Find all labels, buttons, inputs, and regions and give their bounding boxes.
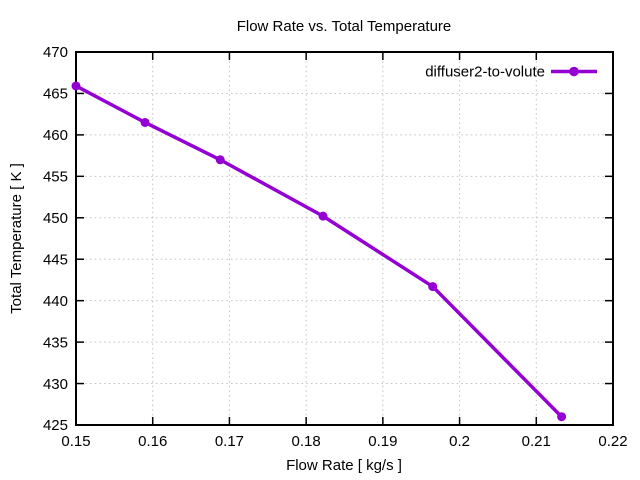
legend-sample-marker-icon (569, 66, 579, 77)
y-tick-labels: 425 430 435 440 445 450 455 460 465 470 (43, 44, 68, 434)
x-tick-label: 0.15 (61, 433, 90, 450)
grid-layer (75, 51, 614, 426)
y-tick-label: 470 (43, 44, 68, 61)
y-tick-label: 450 (43, 210, 68, 227)
data-series-layer (71, 81, 567, 422)
x-tick-label: 0.17 (215, 433, 244, 450)
x-tick-label: 0.21 (522, 433, 551, 450)
x-tick-label: 0.16 (138, 433, 167, 450)
legend-entry-label: diffuser2-to-volute (425, 64, 545, 81)
data-point-marker (215, 155, 225, 165)
data-point-marker (318, 211, 328, 221)
data-point-marker (428, 282, 438, 292)
x-tick-label: 0.18 (292, 433, 321, 450)
x-tick-label: 0.2 (449, 433, 470, 450)
legend: diffuser2-to-volute (425, 64, 597, 81)
y-tick-label: 465 (43, 86, 68, 103)
x-tick-label: 0.22 (598, 433, 627, 450)
x-tick-labels: 0.15 0.16 0.17 0.18 0.19 0.2 0.21 0.22 (61, 433, 627, 450)
chart-title: Flow Rate vs. Total Temperature (237, 18, 452, 35)
plot-border (75, 51, 614, 426)
y-tick-label: 440 (43, 293, 68, 310)
data-point-marker (71, 81, 81, 91)
data-point-marker (557, 412, 567, 422)
y-tick-label: 445 (43, 251, 68, 268)
y-axis-label: Total Temperature [ K ] (8, 163, 25, 314)
y-tick-label: 455 (43, 169, 68, 186)
y-tick-label: 430 (43, 376, 68, 393)
data-point-marker (140, 117, 150, 127)
axis-tick-marks (75, 51, 614, 426)
x-tick-label: 0.19 (368, 433, 397, 450)
y-tick-label: 435 (43, 334, 68, 351)
series-line (75, 84, 563, 418)
x-axis-label: Flow Rate [ kg/s ] (286, 457, 402, 474)
y-tick-label: 425 (43, 417, 68, 434)
y-tick-label: 460 (43, 127, 68, 144)
